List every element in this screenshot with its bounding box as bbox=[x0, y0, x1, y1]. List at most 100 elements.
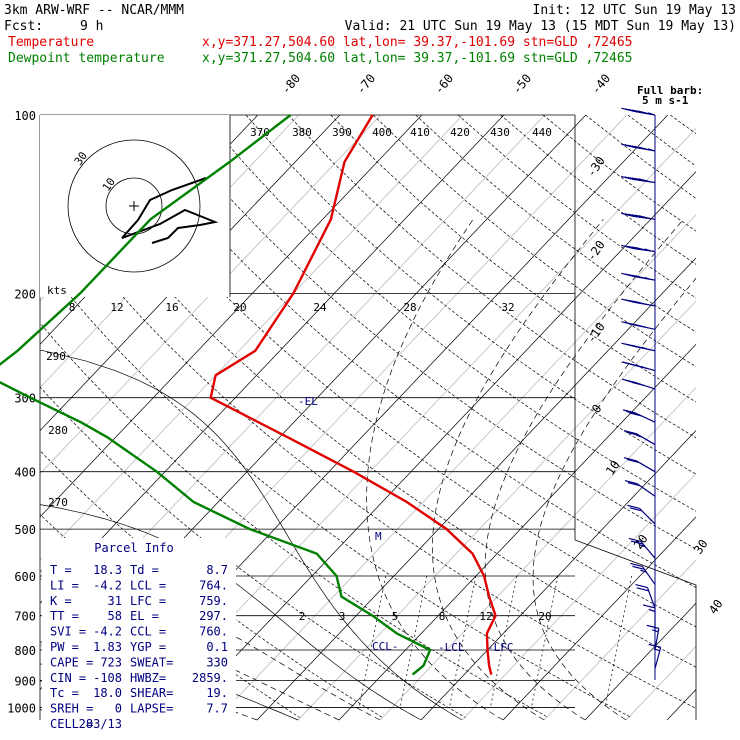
temperature-legend: Temperature bbox=[8, 35, 94, 50]
theta-label: 380 bbox=[292, 126, 312, 139]
wind-barb-flag bbox=[638, 178, 651, 183]
wind-barb bbox=[621, 272, 656, 281]
pressure-tick-label: 600 bbox=[14, 570, 36, 584]
parcel-info-cell: 330 bbox=[206, 655, 228, 669]
wind-barb bbox=[621, 378, 656, 390]
dry-adiabat bbox=[330, 115, 696, 403]
parcel-info-cell: SVI = bbox=[50, 625, 86, 639]
wind-barb bbox=[621, 175, 656, 184]
wind-barb-flag bbox=[623, 429, 637, 435]
parcel-info-cell: 2859. bbox=[192, 671, 228, 685]
dry-adiabat bbox=[118, 115, 696, 588]
isotherm-gray bbox=[215, 214, 696, 721]
wind-barb-half-flag bbox=[639, 544, 646, 548]
hodograph-ring-label: 30 bbox=[72, 149, 90, 167]
parcel-info-cell: 0.1 bbox=[206, 640, 228, 654]
parcel-panel-background bbox=[42, 538, 236, 724]
parcel-info-cell: EL = bbox=[130, 609, 159, 623]
wind-barb bbox=[623, 429, 656, 446]
parcel-info-cell: 297. bbox=[199, 609, 228, 623]
parcel-info-cell: 764. bbox=[199, 578, 228, 592]
wind-barb-flag bbox=[635, 583, 648, 589]
isotherm-line bbox=[40, 115, 341, 432]
lfc-annotation: -LFC bbox=[487, 641, 514, 654]
isotherm-gray bbox=[708, 115, 740, 720]
temperature-tick-label: -50 bbox=[510, 71, 535, 97]
ccl-annotation: CCL- bbox=[372, 640, 399, 653]
init-time: Init: 12 UTC Sun 19 May 13 bbox=[533, 3, 737, 18]
parcel-info-cell: SWEAT= bbox=[130, 655, 173, 669]
temperature-tick-label: -20 bbox=[584, 238, 608, 264]
m-annotation: M bbox=[375, 530, 382, 543]
isotherm-line bbox=[666, 689, 696, 721]
isotherm-gray bbox=[40, 115, 300, 389]
mixing-ratio-line bbox=[399, 575, 428, 708]
moist-adiabat bbox=[532, 277, 696, 721]
dry-adiabat bbox=[670, 115, 696, 135]
wind-barb bbox=[635, 583, 656, 609]
wind-barb-half-flag bbox=[644, 276, 651, 280]
parcel-info-cell: 283/13 bbox=[79, 717, 122, 731]
hodograph-speed-tick: 32 bbox=[501, 301, 514, 314]
parcel-info-cell: 31 bbox=[108, 594, 122, 608]
temperature-tick-label: -30 bbox=[584, 154, 608, 180]
isotherm-line bbox=[338, 343, 696, 721]
temperature-tick-label: -80 bbox=[279, 71, 304, 97]
parcel-info-cell: 18.3 bbox=[93, 563, 122, 577]
wind-barb-flag bbox=[626, 458, 640, 464]
isotherm-gray bbox=[543, 559, 696, 721]
wind-barb-flag bbox=[629, 507, 643, 512]
wind-barb-flag bbox=[635, 324, 648, 329]
mixing-ratio-line bbox=[604, 575, 633, 708]
wind-barb bbox=[648, 643, 662, 669]
parcel-info-cell: 0 bbox=[115, 702, 122, 716]
theta-label: 390 bbox=[332, 126, 352, 139]
pressure-tick-label: 500 bbox=[14, 523, 36, 537]
lcl-annotation: -LCL bbox=[438, 641, 465, 654]
parcel-info-cell: LAPSE= bbox=[130, 702, 173, 716]
isotherm-line bbox=[256, 257, 696, 721]
dry-adiabat bbox=[40, 322, 549, 718]
dewpoint-location: x,y=371.27,504.60 lat,lon= 39.37,-101.69… bbox=[202, 51, 632, 66]
temperature-tick-label: -70 bbox=[354, 71, 379, 97]
parcel-info-cell: K = bbox=[50, 594, 72, 608]
mixing-ratio-label: 20 bbox=[538, 610, 551, 623]
parcel-info-cell: 8.7 bbox=[206, 563, 228, 577]
parcel-info-cell: 1.83 bbox=[93, 640, 122, 654]
mixing-ratio-label: 12 bbox=[479, 610, 492, 623]
wind-barb bbox=[622, 409, 656, 423]
dry-adiabat bbox=[585, 115, 696, 199]
wind-barb-flag bbox=[629, 412, 642, 417]
wind-barb bbox=[621, 361, 656, 372]
mixing-ratio-line bbox=[531, 575, 559, 708]
isotherm-line bbox=[584, 602, 696, 721]
wind-barb-flag bbox=[627, 504, 640, 509]
hodograph-trace bbox=[121, 177, 219, 244]
wind-barb-staff bbox=[635, 460, 656, 473]
mixing-ratio-line bbox=[449, 575, 477, 708]
isotherm-line bbox=[502, 516, 696, 721]
wind-barb-staff bbox=[646, 587, 656, 609]
theta-left-label: 290 bbox=[46, 350, 66, 363]
temperature-line bbox=[209, 114, 497, 675]
pressure-tick-label: 1000 bbox=[7, 701, 36, 715]
dry-adiabat bbox=[40, 257, 632, 718]
wind-barb-flag bbox=[638, 110, 651, 115]
mixing-ratio-label: 3 bbox=[339, 610, 346, 623]
wind-barb bbox=[621, 212, 656, 220]
isotherm-line bbox=[40, 115, 423, 518]
wind-barb bbox=[621, 143, 656, 152]
wind-barb-flag bbox=[632, 565, 645, 570]
wind-barb-half-flag bbox=[641, 365, 648, 370]
wind-barb-staff bbox=[640, 541, 656, 559]
parcel-info-cell: LFC = bbox=[130, 594, 166, 608]
hodograph-ring-label: 10 bbox=[100, 175, 118, 193]
isotherm-gray bbox=[379, 386, 696, 721]
parcel-info-cell: -4.2 bbox=[93, 578, 122, 592]
mixing-ratio-line bbox=[490, 575, 518, 708]
wind-barb bbox=[621, 107, 656, 116]
dewpoint-legend: Dewpoint temperature bbox=[8, 51, 165, 66]
wind-barb bbox=[630, 562, 656, 585]
wind-barb-half-flag bbox=[647, 112, 655, 116]
